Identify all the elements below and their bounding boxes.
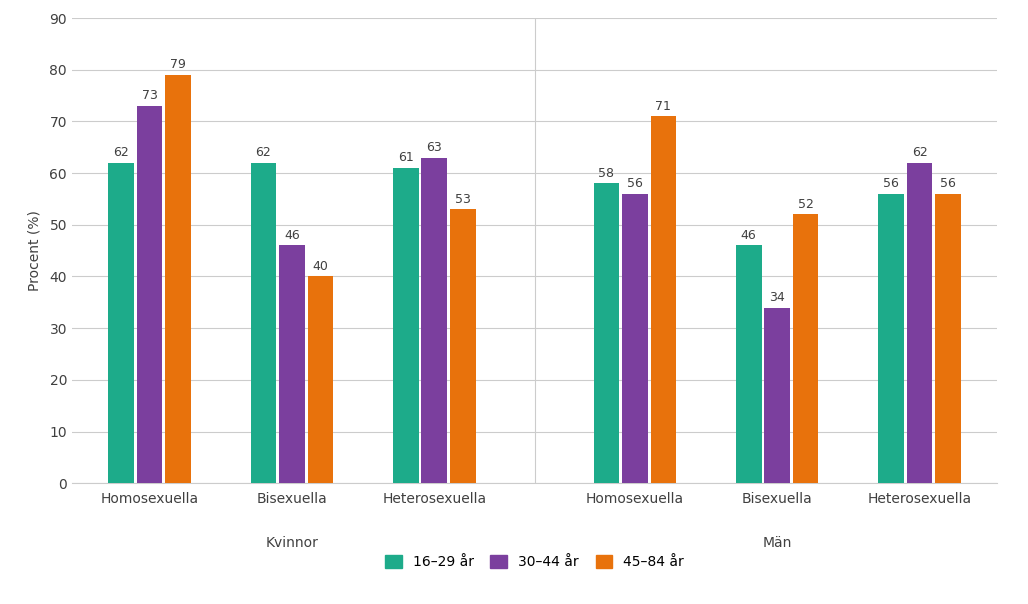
Bar <box>793 214 818 483</box>
Text: 56: 56 <box>940 177 956 190</box>
Text: 73: 73 <box>142 89 157 102</box>
Y-axis label: Procent (%): Procent (%) <box>27 210 41 291</box>
Text: 40: 40 <box>313 260 328 273</box>
Text: 46: 46 <box>284 229 300 242</box>
Text: 34: 34 <box>769 291 785 304</box>
Bar <box>450 210 476 483</box>
Legend: 16–29 år, 30–44 år, 45–84 år: 16–29 år, 30–44 år, 45–84 år <box>386 555 684 570</box>
Bar <box>622 194 648 483</box>
Bar <box>280 245 304 483</box>
Bar <box>307 277 333 483</box>
Bar <box>251 163 277 483</box>
Bar <box>736 245 762 483</box>
Bar <box>137 106 162 483</box>
Text: 62: 62 <box>113 146 128 159</box>
Text: 62: 62 <box>256 146 271 159</box>
Text: 52: 52 <box>798 198 813 211</box>
Bar <box>593 184 619 483</box>
Bar <box>393 168 418 483</box>
Bar <box>166 75 191 483</box>
Text: 56: 56 <box>883 177 900 190</box>
Text: Män: Män <box>763 536 792 550</box>
Text: 71: 71 <box>656 100 671 113</box>
Bar <box>651 117 676 483</box>
Text: 63: 63 <box>427 141 442 154</box>
Bar <box>907 163 932 483</box>
Text: Kvinnor: Kvinnor <box>265 536 319 550</box>
Text: 61: 61 <box>398 152 413 164</box>
Text: 62: 62 <box>912 146 927 159</box>
Text: 46: 46 <box>741 229 757 242</box>
Bar <box>765 307 790 483</box>
Text: 58: 58 <box>598 167 615 180</box>
Bar <box>108 163 134 483</box>
Bar <box>421 158 447 483</box>
Bar <box>878 194 904 483</box>
Text: 53: 53 <box>454 193 471 206</box>
Text: 56: 56 <box>627 177 642 190</box>
Text: 79: 79 <box>170 59 186 71</box>
Bar <box>935 194 961 483</box>
